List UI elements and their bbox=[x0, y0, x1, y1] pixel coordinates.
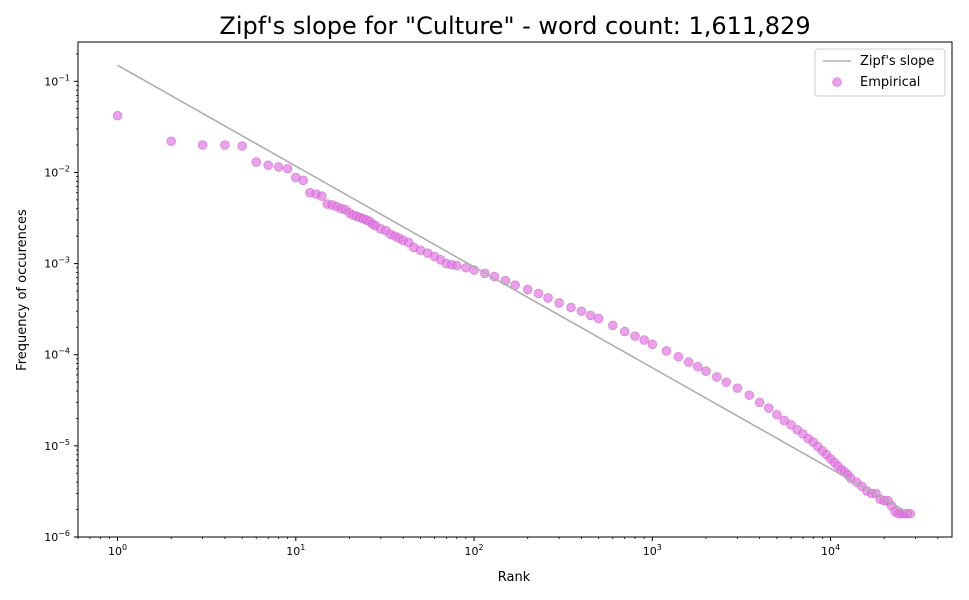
empirical-point bbox=[607, 320, 618, 331]
empirical-point bbox=[786, 420, 796, 430]
empirical-point bbox=[522, 284, 533, 295]
empirical-point bbox=[451, 260, 462, 271]
y-tick-label: 10−3 bbox=[44, 256, 70, 271]
x-tick-label: 103 bbox=[643, 543, 662, 558]
empirical-point bbox=[683, 357, 694, 367]
empirical-point bbox=[263, 160, 273, 171]
empirical-point bbox=[693, 361, 703, 372]
empirical-point bbox=[251, 157, 262, 167]
axes: 100 101 102 103 104 10−6 10−5 10−4 10−3 10−2 10−1 bbox=[44, 41, 953, 558]
y-axis-label: Frequency of occurences bbox=[15, 209, 30, 371]
x-tick-label: 101 bbox=[286, 543, 305, 558]
empirical-point bbox=[779, 415, 790, 426]
x-tick-label: 100 bbox=[108, 543, 127, 558]
empirical-point bbox=[273, 162, 284, 172]
empirical-point bbox=[112, 110, 123, 121]
y-tick-label: 10−6 bbox=[44, 529, 70, 544]
plot-frame bbox=[77, 41, 953, 538]
x-tick-label: 102 bbox=[465, 543, 484, 558]
empirical-point bbox=[166, 136, 177, 147]
x-tick-label: 104 bbox=[821, 543, 840, 558]
empirical-point bbox=[647, 339, 658, 350]
empirical-point bbox=[566, 302, 576, 313]
legend-marker-swatch bbox=[832, 77, 842, 87]
empirical-point bbox=[533, 288, 544, 299]
empirical-point bbox=[220, 140, 230, 150]
empirical-point bbox=[763, 403, 774, 413]
empirical-point bbox=[754, 397, 765, 408]
empirical-point bbox=[673, 351, 684, 362]
empirical-point bbox=[772, 409, 782, 420]
empirical-point bbox=[593, 313, 604, 324]
y-tick-label: 10−1 bbox=[44, 73, 70, 88]
empirical-point bbox=[317, 191, 327, 201]
empirical-point bbox=[661, 346, 672, 356]
chart-marks bbox=[112, 64, 916, 519]
empirical-point bbox=[576, 306, 587, 317]
zipf-slope-line bbox=[117, 64, 911, 515]
legend-label-empirical: Empirical bbox=[860, 75, 920, 90]
y-tick-label: 10−2 bbox=[44, 164, 70, 179]
empirical-point bbox=[282, 163, 293, 174]
empirical-point bbox=[701, 366, 711, 376]
legend: Zipf's slope Empirical bbox=[814, 48, 946, 97]
empirical-point bbox=[197, 140, 208, 150]
empirical-point bbox=[543, 293, 553, 303]
empirical-point bbox=[554, 298, 564, 308]
empirical-point bbox=[639, 335, 649, 345]
legend-label-zipf: Zipf's slope bbox=[860, 54, 934, 69]
empirical-point bbox=[585, 310, 596, 321]
empirical-point bbox=[630, 331, 640, 341]
empirical-point bbox=[744, 390, 755, 400]
empirical-point bbox=[237, 141, 247, 151]
chart-title: Zipf's slope for "Culture" - word count:… bbox=[219, 12, 810, 40]
empirical-point bbox=[732, 383, 743, 393]
y-tick-label: 10−5 bbox=[44, 438, 70, 453]
x-axis-label: Rank bbox=[498, 570, 531, 585]
empirical-point bbox=[298, 175, 308, 186]
y-tick-label: 10−4 bbox=[44, 347, 70, 362]
empirical-point bbox=[711, 372, 722, 382]
empirical-point bbox=[619, 326, 630, 337]
empirical-point bbox=[721, 377, 732, 387]
